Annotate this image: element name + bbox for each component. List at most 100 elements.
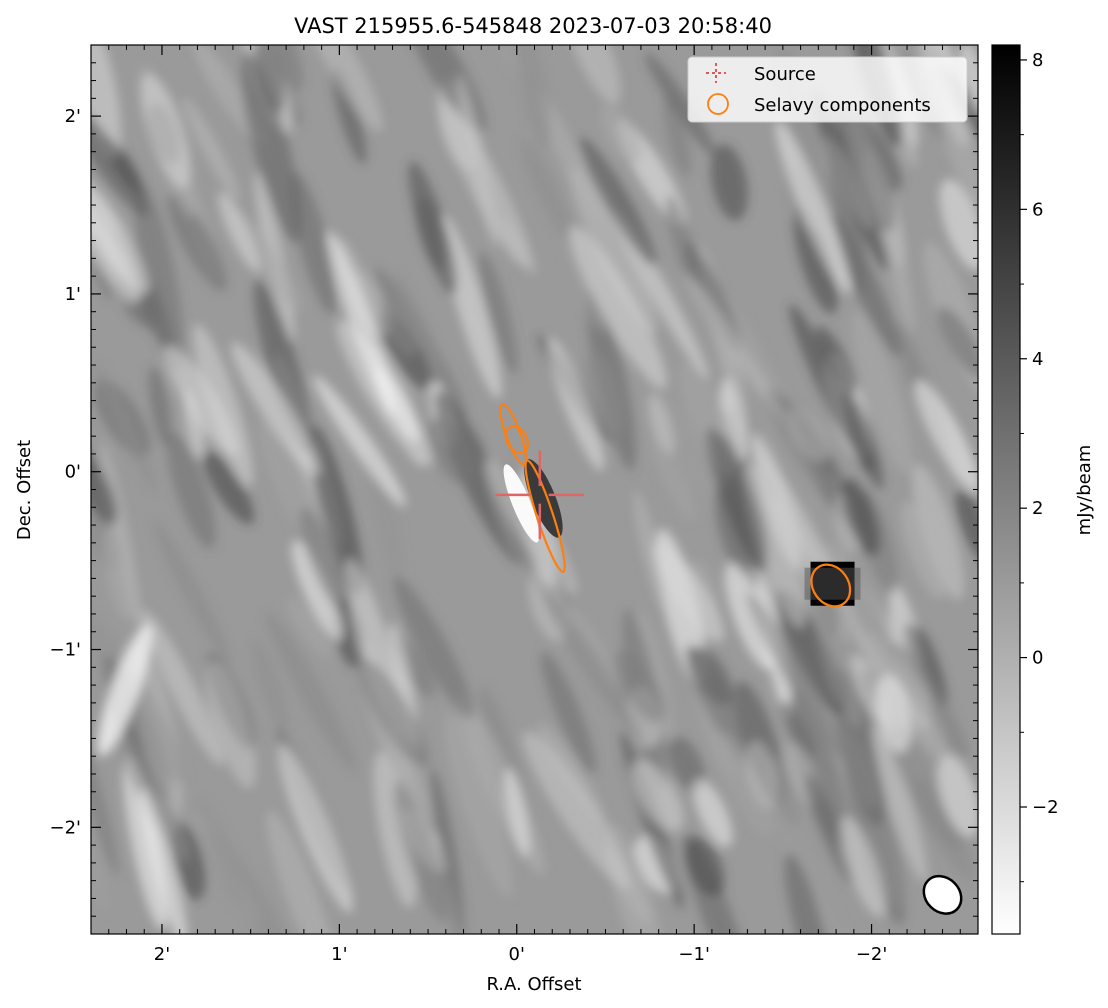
noise-stripe (103, 529, 132, 621)
noise-stripe (218, 191, 261, 273)
noise-stripe (253, 280, 313, 455)
noise-stripe (693, 779, 733, 848)
selavy-components (499, 403, 852, 608)
noise-stripe (291, 540, 343, 641)
legend-source-label: Source (754, 64, 816, 85)
colorbar-gradient (991, 44, 1021, 935)
noise-stripe (265, 611, 358, 773)
noise-stripe (724, 562, 775, 670)
noise-stripe (240, 52, 302, 243)
noise-stripe (914, 379, 978, 493)
noise-stripe (122, 755, 167, 930)
noise-stripe (91, 45, 122, 159)
noise-stripe (356, 657, 430, 768)
noise-stripe (889, 641, 969, 758)
noise-stripe (805, 774, 855, 885)
noise-stripe (91, 167, 150, 294)
noise-stripe (779, 700, 817, 758)
noise-stripe (600, 104, 642, 164)
noise-stripe (192, 45, 264, 146)
noise-stripe (164, 345, 239, 457)
colorbar-tick-label: 8 (1032, 50, 1043, 71)
noise-stripe (784, 853, 831, 934)
noise-texture (91, 45, 978, 934)
noise-stripe (710, 144, 749, 221)
noise-stripe (194, 797, 245, 906)
noise-stripe (287, 597, 331, 659)
noise-stripe (839, 816, 886, 917)
noise-stripe (440, 873, 470, 934)
noise-stripe (562, 45, 621, 104)
noise-stripe (652, 542, 725, 642)
noise-stripe (381, 296, 419, 356)
noise-stripe (631, 760, 684, 832)
noise-stripe (444, 712, 513, 898)
noise-stripe (645, 52, 716, 157)
legend-selavy-label: Selavy components (754, 95, 931, 116)
noise-stripe (937, 755, 978, 837)
noise-stripe (327, 231, 396, 417)
noise-stripe (308, 424, 364, 596)
colorbar-tick-label: −2 (1032, 797, 1059, 818)
noise-stripe (91, 700, 119, 876)
y-tick-label: 1' (65, 284, 81, 305)
noise-stripe (504, 768, 531, 858)
colorbar-tick-label: 0 (1032, 648, 1043, 669)
noise-stripe (290, 172, 337, 315)
legend-box (687, 56, 968, 123)
noise-stripe (408, 161, 458, 296)
colorbar-ticks: −2 0 2 4 6 8 (1020, 50, 1059, 883)
selavy-ellipse (810, 563, 852, 608)
noise-stripe (367, 446, 405, 589)
noise-stripe (633, 490, 667, 609)
noise-stripe (373, 751, 417, 908)
noise-stripe (851, 310, 913, 475)
noise-stripe (167, 193, 227, 291)
colorbar-tick-label: 2 (1032, 498, 1043, 519)
noise-stripe (520, 139, 575, 245)
noise-stripe (648, 393, 675, 457)
legend: Source Selavy components (687, 56, 968, 123)
noise-stripe (537, 92, 601, 222)
noise-stripe (742, 462, 806, 628)
noise-stripe (613, 210, 709, 379)
noise-stripe (663, 94, 692, 177)
x-tick-label: −2' (856, 944, 887, 965)
noise-stripe (543, 593, 643, 741)
noise-stripe (651, 439, 697, 521)
noise-stripe (153, 520, 232, 667)
noise-stripe (182, 97, 240, 201)
noise-stripe (579, 137, 657, 267)
image-panel (91, 45, 978, 934)
noise-stripe (955, 489, 978, 563)
noise-stripe (139, 787, 188, 934)
noise-stripe (278, 744, 354, 913)
noise-stripe (114, 724, 189, 862)
noise-stripe (937, 306, 978, 379)
noise-stripe (912, 463, 965, 601)
noise-stripe (94, 363, 158, 493)
noise-stripe (272, 45, 304, 93)
legend-selavy-marker (707, 93, 729, 115)
noise-stripe (393, 273, 445, 378)
colorbar-tick-label: 6 (1032, 199, 1043, 220)
noise-stripe (294, 45, 383, 132)
noise-stripe (166, 432, 216, 549)
noise-stripe (426, 418, 472, 486)
noise-stripe (134, 183, 184, 373)
noise-stripe (685, 836, 725, 897)
noise-stripe (481, 45, 527, 79)
noise-stripe (706, 427, 766, 569)
noise-stripe (183, 388, 204, 459)
noise-stripe (684, 272, 787, 423)
selavy-ellipse (504, 425, 529, 455)
y-axis-ticks: 2' 1' 0' −1' −2' (50, 44, 978, 935)
x-axis-label: R.A. Offset (486, 974, 581, 995)
noise-stripe (720, 377, 748, 465)
noise-stripe (746, 592, 844, 757)
noise-stripe (393, 780, 449, 922)
noise-stripe (440, 215, 502, 399)
noise-stripe (478, 251, 518, 375)
noise-stripe (97, 624, 153, 756)
